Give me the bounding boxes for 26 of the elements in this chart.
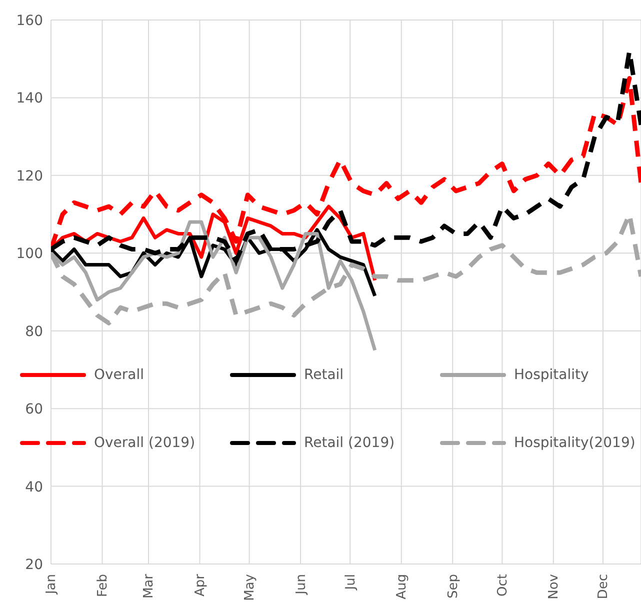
x-tick-label: Jul	[343, 574, 358, 591]
legend-label: Retail	[304, 367, 344, 383]
legend-label: Retail (2019)	[304, 435, 395, 451]
x-tick-label: Aug	[394, 574, 410, 600]
y-tick-label: 80	[25, 324, 43, 340]
x-tick-label: Feb	[95, 574, 110, 598]
x-tick-label: Jan	[44, 574, 60, 596]
y-tick-label: 20	[25, 556, 43, 573]
legend-label: Hospitality(2019)	[514, 435, 636, 451]
y-tick-label: 40	[25, 479, 43, 496]
x-tick-label: Dec	[596, 574, 612, 600]
legend-label: Overall (2019)	[94, 435, 196, 451]
x-tick-label: Sep	[446, 574, 461, 599]
x-tick-label: Oct	[495, 574, 510, 596]
y-tick-label: 100	[16, 246, 43, 262]
y-tick-label: 160	[16, 12, 43, 29]
y-tick-label: 120	[16, 168, 43, 184]
legend-label: Hospitality	[514, 367, 589, 383]
legend-label: Overall	[94, 367, 144, 383]
x-tick-label: Nov	[546, 574, 562, 600]
y-tick-label: 60	[25, 402, 43, 418]
x-tick-label: Mar	[142, 573, 157, 599]
x-tick-label: Apr	[192, 573, 208, 596]
x-tick-label: May	[242, 574, 258, 601]
y-tick-label: 140	[16, 90, 43, 107]
x-tick-label: Jun	[294, 574, 309, 596]
